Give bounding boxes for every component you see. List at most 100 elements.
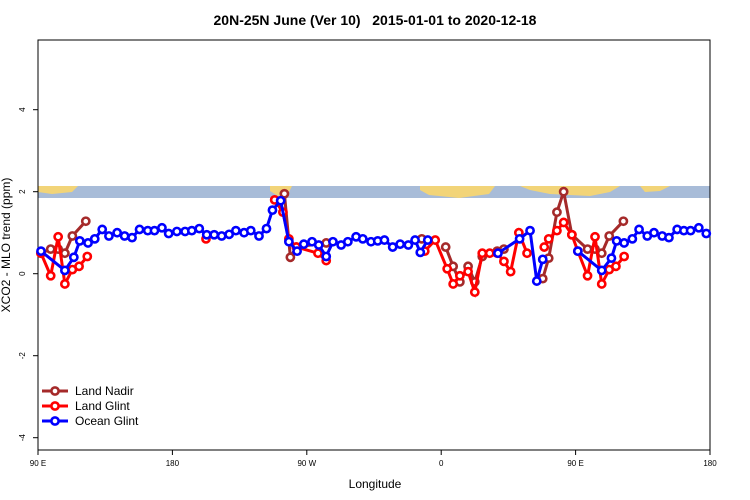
data-point — [82, 251, 93, 262]
data-point — [596, 279, 607, 289]
data-point — [104, 231, 114, 241]
data-point — [216, 231, 227, 241]
data-point — [45, 270, 56, 281]
legend-marker — [50, 401, 60, 411]
data-point — [149, 225, 160, 236]
data-point — [292, 246, 302, 257]
x-tick-label: 180 — [703, 459, 717, 468]
x-tick-label: 90 W — [297, 459, 316, 468]
data-point — [552, 207, 562, 218]
data-point — [321, 251, 332, 262]
data-point — [285, 252, 296, 263]
data-point — [440, 242, 451, 252]
data-point — [430, 235, 441, 245]
legend-label: Land Nadir — [75, 384, 134, 398]
x-tick-label: 0 — [439, 459, 444, 468]
data-point — [194, 223, 205, 234]
data-point — [275, 195, 286, 206]
data-point — [701, 228, 712, 239]
data-point — [357, 233, 368, 244]
y-tick-label: -4 — [18, 434, 27, 442]
data-point — [484, 248, 495, 259]
data-point — [59, 279, 70, 289]
data-point — [566, 229, 577, 240]
data-point — [685, 225, 696, 236]
data-point — [410, 235, 420, 245]
data-point — [543, 233, 554, 244]
data-point — [342, 236, 353, 247]
data-point — [313, 240, 324, 250]
data-point — [403, 240, 414, 250]
data-point — [245, 225, 256, 236]
x-tick-label: 90 E — [567, 459, 583, 468]
data-point — [493, 248, 503, 259]
data-point — [596, 265, 607, 276]
data-point — [618, 216, 629, 227]
legend-marker — [50, 386, 60, 396]
legend-label: Ocean Glint — [75, 414, 139, 428]
data-point — [442, 263, 453, 274]
data-point — [552, 225, 562, 236]
data-point — [313, 248, 323, 259]
data-point — [387, 242, 398, 252]
data-point — [505, 266, 516, 277]
data-point — [606, 253, 617, 264]
data-point — [477, 248, 488, 259]
data-point — [83, 238, 93, 248]
data-point — [415, 247, 426, 258]
map-strip — [38, 186, 710, 198]
data-point — [89, 233, 100, 244]
data-point — [558, 217, 569, 228]
data-point — [127, 232, 137, 243]
data-point — [590, 231, 600, 242]
data-point — [525, 225, 535, 236]
legend-label: Land Glint — [75, 399, 130, 413]
data-point — [469, 287, 480, 298]
data-point — [572, 246, 583, 257]
legend-marker — [50, 416, 60, 426]
data-point — [112, 227, 123, 238]
data-point — [522, 248, 532, 259]
x-tick-label: 180 — [166, 459, 180, 468]
data-point — [163, 228, 174, 239]
x-axis-label: Longitude — [349, 477, 402, 491]
data-point — [283, 236, 294, 247]
data-point — [230, 225, 241, 236]
data-point — [119, 231, 130, 241]
y-tick-label: 0 — [18, 271, 27, 276]
data-point — [74, 235, 85, 246]
data-point — [558, 186, 569, 197]
data-point — [422, 235, 433, 245]
data-point — [604, 231, 615, 241]
data-point — [649, 227, 659, 238]
data-point — [454, 270, 465, 281]
data-point — [514, 233, 525, 244]
data-point — [45, 244, 56, 254]
chart-title: 20N-25N June (Ver 10) 2015-01-01 to 2020… — [214, 12, 537, 28]
data-point — [97, 224, 108, 235]
data-point — [279, 188, 290, 199]
data-point — [611, 261, 621, 272]
data-point — [664, 232, 674, 243]
y-axis-label: XCO2 - MLO trend (ppm) — [0, 178, 13, 313]
data-point — [36, 246, 46, 257]
data-point — [611, 235, 622, 246]
data-point — [634, 224, 644, 235]
data-point — [693, 222, 704, 233]
data-point — [254, 231, 264, 241]
y-tick-label: -2 — [18, 352, 27, 360]
data-point — [463, 266, 473, 277]
data-point — [267, 205, 278, 216]
data-point — [582, 270, 593, 281]
plot-frame — [37, 39, 711, 451]
data-point — [186, 225, 197, 236]
data-point — [531, 276, 542, 286]
data-point — [67, 231, 78, 241]
data-point — [157, 222, 167, 233]
data-point — [448, 279, 459, 289]
x-tick-label: 90 E — [30, 459, 46, 468]
y-tick-label: 2 — [18, 189, 27, 194]
data-point — [379, 235, 390, 245]
y-tick-label: 4 — [18, 107, 27, 112]
